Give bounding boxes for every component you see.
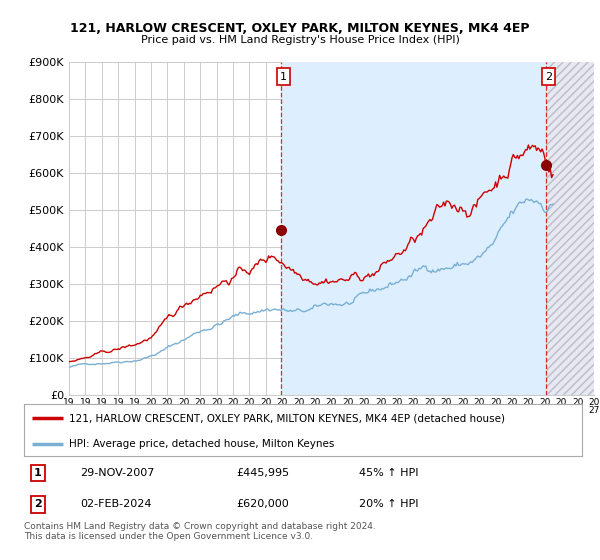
Text: 2: 2 — [545, 72, 552, 82]
Text: 45% ↑ HPI: 45% ↑ HPI — [359, 468, 418, 478]
Bar — [546, 62, 594, 395]
Text: 29-NOV-2007: 29-NOV-2007 — [80, 468, 154, 478]
Text: 02-FEB-2024: 02-FEB-2024 — [80, 500, 151, 510]
Text: 121, HARLOW CRESCENT, OXLEY PARK, MILTON KEYNES, MK4 4EP: 121, HARLOW CRESCENT, OXLEY PARK, MILTON… — [70, 22, 530, 35]
Text: 1: 1 — [280, 72, 287, 82]
Text: Contains HM Land Registry data © Crown copyright and database right 2024.
This d: Contains HM Land Registry data © Crown c… — [24, 522, 376, 542]
Bar — [281, 62, 546, 395]
Text: 2: 2 — [34, 500, 42, 510]
Text: 121, HARLOW CRESCENT, OXLEY PARK, MILTON KEYNES, MK4 4EP (detached house): 121, HARLOW CRESCENT, OXLEY PARK, MILTON… — [68, 413, 505, 423]
Bar — [546, 62, 594, 395]
Text: £620,000: £620,000 — [236, 500, 289, 510]
Text: 1: 1 — [34, 468, 42, 478]
Text: £445,995: £445,995 — [236, 468, 289, 478]
Text: HPI: Average price, detached house, Milton Keynes: HPI: Average price, detached house, Milt… — [68, 440, 334, 450]
Text: Price paid vs. HM Land Registry's House Price Index (HPI): Price paid vs. HM Land Registry's House … — [140, 35, 460, 45]
Text: 20% ↑ HPI: 20% ↑ HPI — [359, 500, 418, 510]
